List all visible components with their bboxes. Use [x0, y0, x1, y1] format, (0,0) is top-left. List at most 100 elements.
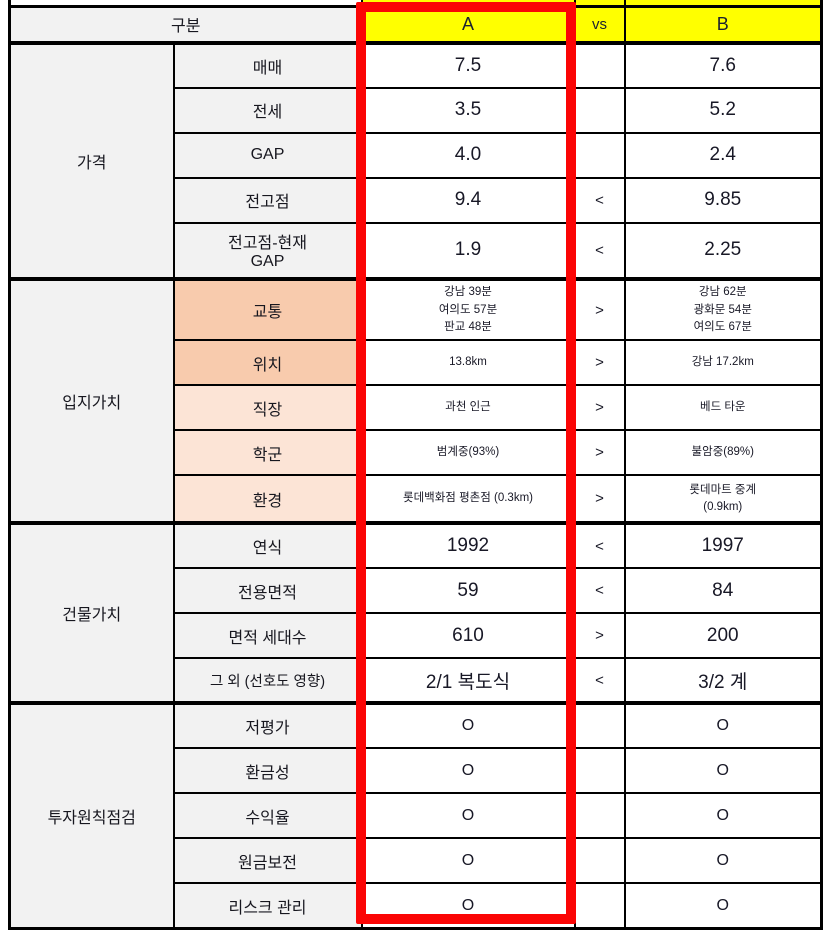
vs-indicator — [573, 131, 626, 179]
value-a: 9.4 — [360, 176, 576, 224]
header-vs: vs — [573, 5, 626, 45]
row-label: 환경 — [172, 474, 363, 525]
value-a: 7.5 — [360, 40, 576, 89]
vs-indicator — [573, 40, 626, 89]
row-label: 전고점 — [172, 176, 363, 224]
table-row: 그 외 (선호도 영향) 2/1 복도식 < 3/2 계 — [10, 657, 823, 705]
value-b: 강남 17.2km — [623, 339, 823, 387]
vs-indicator: < — [573, 221, 626, 281]
value-b: 2.25 — [623, 221, 823, 281]
value-a: O — [360, 882, 576, 930]
comparison-table: 구분 A vs B 가격 매매 7.5 7.6 전세 3.5 5.2 GAP 4… — [8, 0, 823, 930]
vs-indicator: > — [573, 277, 626, 342]
value-a: 1.9 — [360, 221, 576, 281]
header-gubun: 구분 — [8, 5, 363, 45]
row-label: 면적 세대수 — [172, 612, 363, 660]
vs-indicator — [573, 792, 626, 840]
value-a: 1992 — [360, 521, 576, 570]
table-row: GAP 4.0 2.4 — [10, 131, 823, 179]
value-b: 9.85 — [623, 176, 823, 224]
value-a: 13.8km — [360, 339, 576, 387]
table-row: 환경 롯데백화점 평촌점 (0.3km) > 롯데마트 중계 (0.9km) — [10, 474, 823, 525]
value-b: O — [623, 837, 823, 885]
row-label: GAP — [172, 131, 363, 179]
row-label: 위치 — [172, 339, 363, 387]
value-a: 3.5 — [360, 86, 576, 134]
row-label: 전용면적 — [172, 567, 363, 615]
value-a: 610 — [360, 612, 576, 660]
value-a: 2/1 복도식 — [360, 657, 576, 705]
value-a: 롯데백화점 평촌점 (0.3km) — [360, 474, 576, 525]
row-label: 저평가 — [172, 701, 363, 750]
table-row: 전용면적 59 < 84 — [10, 567, 823, 615]
section-investment: 투자원칙점검 — [8, 701, 175, 930]
vs-indicator: < — [573, 176, 626, 224]
row-label: 매매 — [172, 40, 363, 89]
table-row: 전세 3.5 5.2 — [10, 86, 823, 134]
vs-indicator: > — [573, 612, 626, 660]
value-a: O — [360, 747, 576, 795]
value-b: 7.6 — [623, 40, 823, 89]
value-b: 3/2 계 — [623, 657, 823, 705]
vs-indicator: > — [573, 474, 626, 525]
value-b: 불암중(89%) — [623, 429, 823, 477]
vs-indicator — [573, 837, 626, 885]
value-a: 과천 인근 — [360, 384, 576, 432]
value-a: 강남 39분 여의도 57분 판교 48분 — [360, 277, 576, 342]
vs-indicator — [573, 86, 626, 134]
vs-indicator: > — [573, 384, 626, 432]
header-a: A — [360, 5, 576, 45]
table-row: 건물가치 연식 1992 < 1997 — [8, 521, 823, 705]
table-row: 학군 범계중(93%) > 불암중(89%) — [10, 429, 823, 477]
table-row: 위치 13.8km > 강남 17.2km — [10, 339, 823, 387]
vs-indicator: > — [573, 339, 626, 387]
row-label: 수익율 — [172, 792, 363, 840]
value-a: 59 — [360, 567, 576, 615]
vs-indicator: < — [573, 567, 626, 615]
value-b: 84 — [623, 567, 823, 615]
row-label: 전세 — [172, 86, 363, 134]
value-a: O — [360, 701, 576, 750]
table-row: 전고점-현재 GAP 1.9 < 2.25 — [10, 221, 823, 281]
value-a: 범계중(93%) — [360, 429, 576, 477]
value-b: O — [623, 747, 823, 795]
value-b: 강남 62분 광화문 54분 여의도 67분 — [623, 277, 823, 342]
value-b: 롯데마트 중계 (0.9km) — [623, 474, 823, 525]
row-label: 연식 — [172, 521, 363, 570]
header-b: B — [623, 5, 823, 45]
table-row: 가격 매매 7.5 7.6 — [8, 40, 823, 281]
row-label: 교통 — [172, 277, 363, 342]
value-a: O — [360, 837, 576, 885]
table-row: 면적 세대수 610 > 200 — [10, 612, 823, 660]
table-row: 전고점 9.4 < 9.85 — [10, 176, 823, 224]
vs-indicator — [573, 701, 626, 750]
vs-indicator: > — [573, 429, 626, 477]
section-location: 입지가치 — [8, 277, 175, 525]
row-label: 환금성 — [172, 747, 363, 795]
table-row: 입지가치 교통 강남 39분 여의도 57분 판교 48분 > 강남 62분 광… — [8, 277, 823, 525]
vs-indicator: < — [573, 521, 626, 570]
row-label: 리스크 관리 — [172, 882, 363, 930]
header-row: 구분 A vs B — [8, 5, 823, 45]
value-a: 4.0 — [360, 131, 576, 179]
value-b: O — [623, 882, 823, 930]
table-row: 수익율 O O — [10, 792, 823, 840]
vs-indicator — [573, 747, 626, 795]
row-label: 그 외 (선호도 영향) — [172, 657, 363, 705]
vs-indicator — [573, 882, 626, 930]
table-row: 직장 과천 인근 > 베드 타운 — [10, 384, 823, 432]
vs-indicator: < — [573, 657, 626, 705]
section-price: 가격 — [8, 40, 175, 281]
row-label: 원금보전 — [172, 837, 363, 885]
value-b: 2.4 — [623, 131, 823, 179]
truncated-cell-b — [623, 0, 823, 8]
value-b: 베드 타운 — [623, 384, 823, 432]
value-b: 200 — [623, 612, 823, 660]
value-b: O — [623, 701, 823, 750]
value-b: 1997 — [623, 521, 823, 570]
value-b: O — [623, 792, 823, 840]
section-building: 건물가치 — [8, 521, 175, 705]
value-b: 5.2 — [623, 86, 823, 134]
table-row: 투자원칙점검 저평가 O O — [8, 701, 823, 930]
